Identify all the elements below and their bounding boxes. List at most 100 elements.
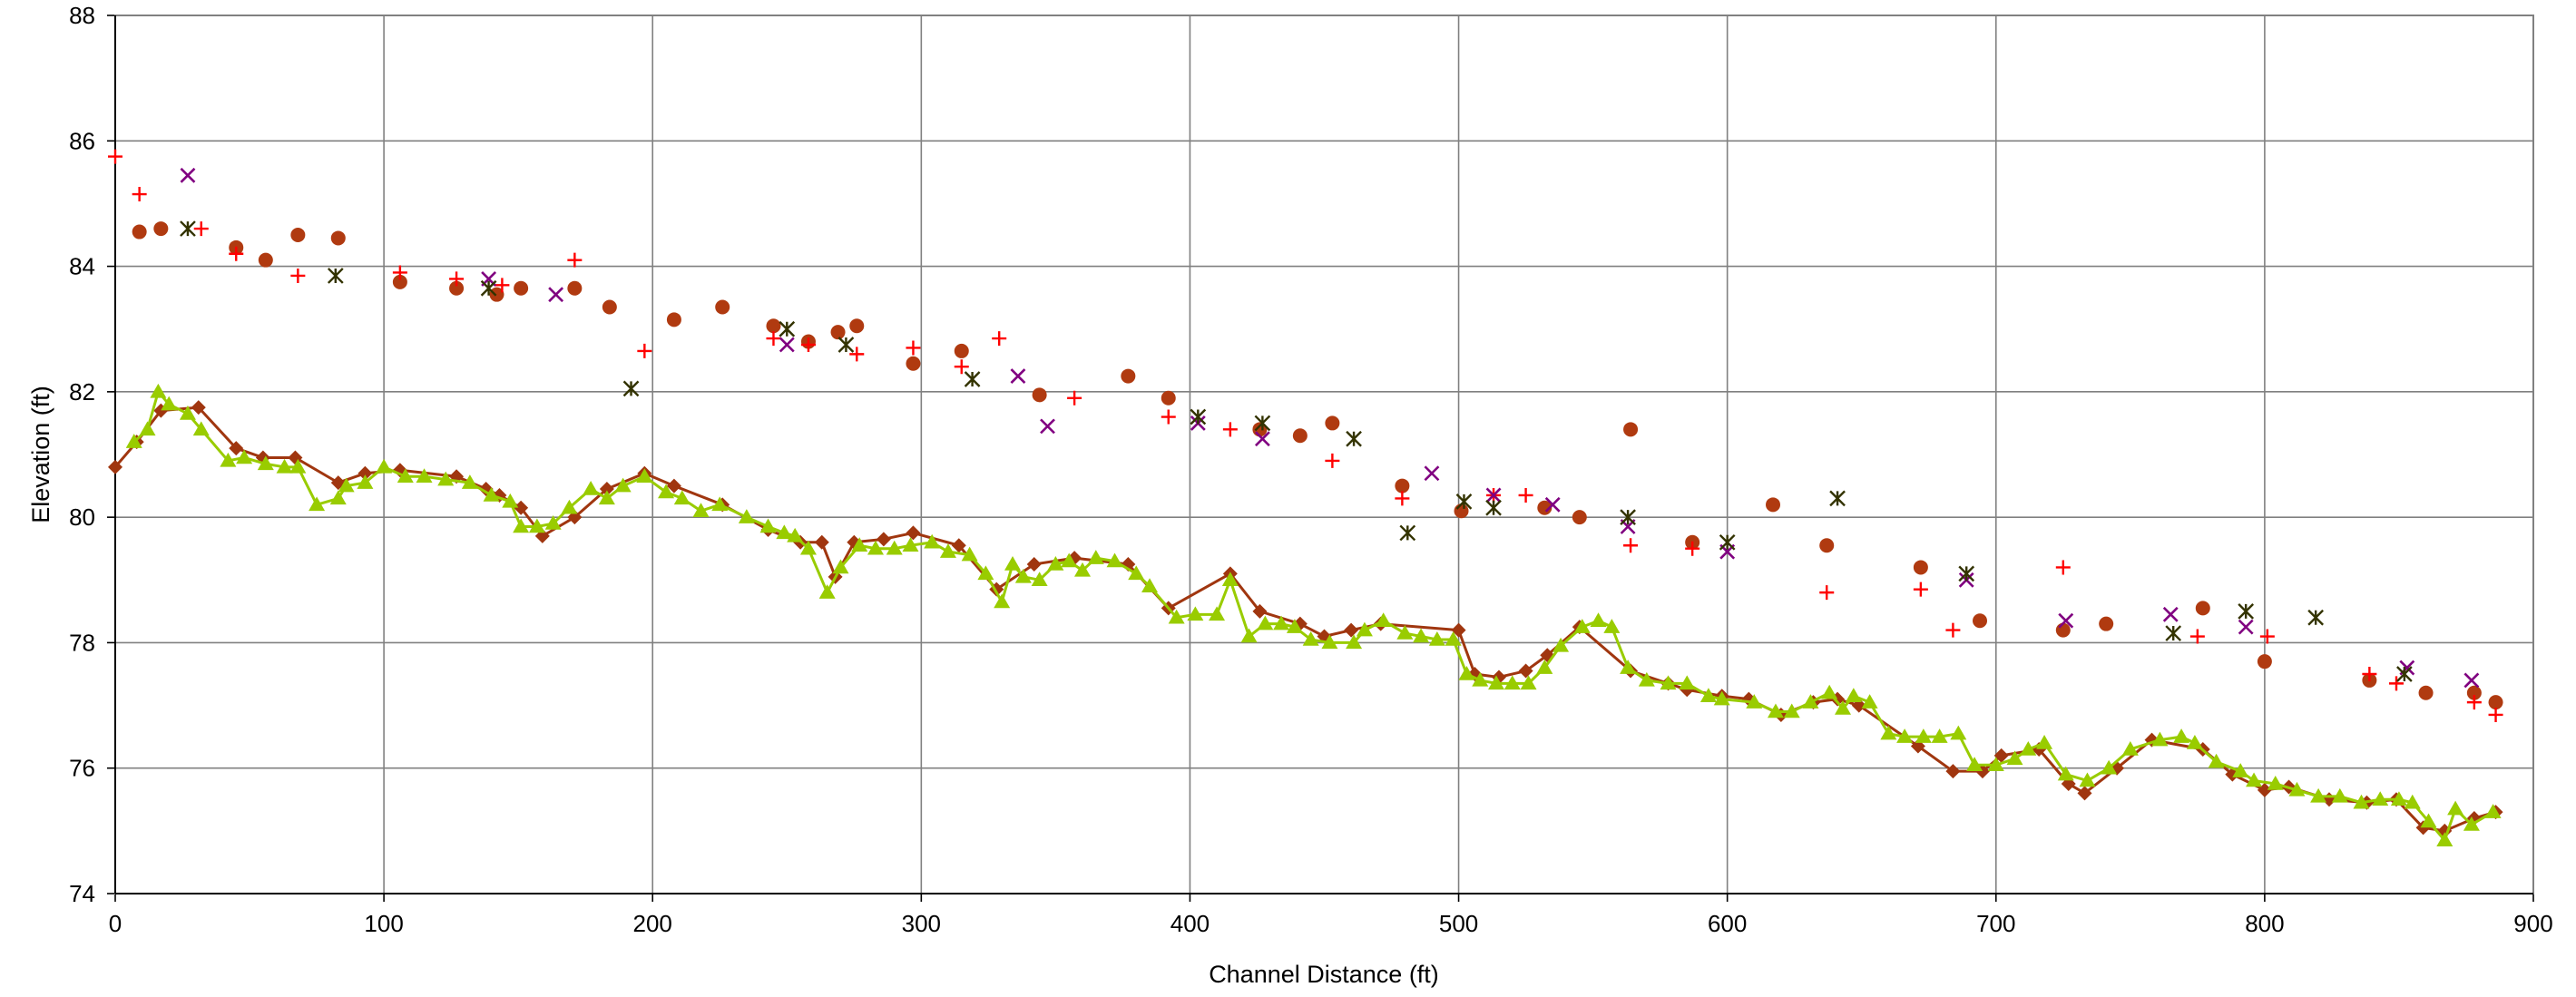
data-point-triangle — [1221, 572, 1239, 587]
data-point-triangle — [1128, 565, 1145, 581]
series-line-triangle — [125, 383, 2502, 846]
data-point-triangle — [961, 546, 978, 562]
y-tick-label: 76 — [69, 755, 95, 782]
x-tick-label: 400 — [1170, 910, 1210, 937]
data-point-triangle — [276, 458, 293, 474]
data-point-triangle — [2006, 750, 2023, 766]
data-point-triangle — [2208, 753, 2225, 768]
data-point-cross — [2162, 606, 2179, 622]
data-point-triangle — [2353, 794, 2370, 809]
data-point-triangle — [2151, 731, 2169, 747]
data-point-triangle — [1950, 725, 1967, 740]
data-point-diamond — [2077, 786, 2092, 801]
y-tick-label: 74 — [69, 880, 95, 907]
data-point-triangle — [759, 518, 777, 533]
data-point-asterisk — [180, 220, 196, 237]
series-line — [113, 406, 2496, 833]
data-point-triangle — [257, 455, 274, 471]
data-point-diamond — [108, 459, 122, 474]
y-tick-label: 78 — [69, 629, 95, 656]
data-point-plus — [2259, 629, 2275, 644]
data-point-plus — [1395, 491, 1410, 506]
data-point-plus — [2488, 707, 2503, 722]
data-point-circle — [1623, 422, 1639, 437]
data-point-triangle — [1047, 556, 1064, 571]
data-point-triangle — [1896, 728, 1914, 743]
x-tick-label: 300 — [902, 910, 941, 937]
data-point-circle — [1161, 390, 1176, 406]
data-point-plus — [132, 187, 147, 202]
data-point-circle — [392, 274, 407, 289]
data-point-circle — [2466, 685, 2482, 700]
data-point-triangle — [376, 458, 393, 474]
x-tick-label: 600 — [1708, 910, 1747, 937]
data-point-triangle — [2101, 759, 2118, 775]
data-point-triangle — [867, 540, 884, 555]
data-point-asterisk — [2238, 603, 2255, 620]
data-point-triangle — [544, 515, 562, 530]
data-point-circle — [1537, 500, 1552, 515]
data-point-asterisk — [964, 371, 981, 387]
data-point-cross — [548, 287, 564, 303]
data-point-plus — [954, 359, 969, 375]
data-point-plus — [2466, 695, 2482, 710]
data-point-triangle — [1987, 757, 2004, 772]
x-tick-label: 500 — [1439, 910, 1478, 937]
data-point-triangle — [1845, 688, 1862, 702]
y-tick-label: 86 — [69, 127, 95, 154]
data-point-plus — [2189, 629, 2205, 644]
data-point-asterisk — [1346, 430, 1362, 447]
x-tick-label: 700 — [1976, 910, 2015, 937]
data-point-circle — [830, 325, 846, 340]
data-point-circle — [2418, 685, 2434, 700]
data-point-triangle — [1660, 675, 1677, 690]
data-point-cross — [180, 167, 196, 183]
data-point-circle — [489, 287, 504, 302]
data-point-circle — [1395, 478, 1410, 494]
data-point-triangle — [1074, 562, 1091, 577]
data-point-plus — [800, 337, 816, 352]
data-point-triangle — [1141, 578, 1159, 592]
data-point-circle — [1766, 497, 1781, 513]
series-plus — [108, 149, 2503, 722]
data-point-triangle — [139, 421, 156, 436]
data-point-plus — [1945, 622, 1961, 638]
plot-frame — [114, 15, 2534, 894]
data-point-triangle — [125, 434, 142, 448]
y-tick-label: 80 — [69, 503, 95, 531]
data-point-triangle — [179, 406, 196, 420]
data-point-triangle — [561, 499, 578, 514]
data-point-plus — [1913, 582, 1928, 597]
data-point-triangle — [1802, 694, 1819, 709]
y-axis-title: Elevation (ft) — [27, 386, 54, 523]
data-point-plus — [1623, 538, 1639, 553]
data-point-triangle — [1014, 568, 1032, 583]
data-point-plus — [906, 340, 921, 356]
data-point-diamond — [1851, 698, 1866, 713]
data-point-triangle — [1445, 630, 1462, 646]
data-point-triangle — [2079, 772, 2096, 787]
data-point-triangle — [1458, 666, 1475, 680]
data-point-triangle — [614, 477, 632, 493]
data-point-plus — [392, 265, 407, 280]
data-point-triangle — [2331, 787, 2348, 803]
data-point-triangle — [1273, 615, 1290, 630]
data-point-plus — [1161, 409, 1176, 425]
data-point-triangle — [799, 540, 817, 555]
data-point-plus — [766, 331, 781, 347]
data-point-triangle — [1004, 556, 1022, 571]
series-line-diamond — [108, 400, 2503, 838]
data-point-triangle — [886, 540, 903, 555]
data-point-triangle — [1821, 684, 1838, 699]
data-point-triangle — [397, 468, 414, 483]
data-point-triangle — [2420, 813, 2437, 828]
gridlines — [107, 15, 2534, 902]
data-point-triangle — [150, 383, 167, 398]
data-point-triangle — [338, 477, 355, 493]
data-point-asterisk — [1719, 533, 1736, 551]
data-point-circle — [2488, 695, 2503, 710]
data-point-circle — [1032, 387, 1047, 403]
data-point-triangle — [1209, 606, 1226, 621]
data-point-triangle — [1356, 621, 1373, 637]
